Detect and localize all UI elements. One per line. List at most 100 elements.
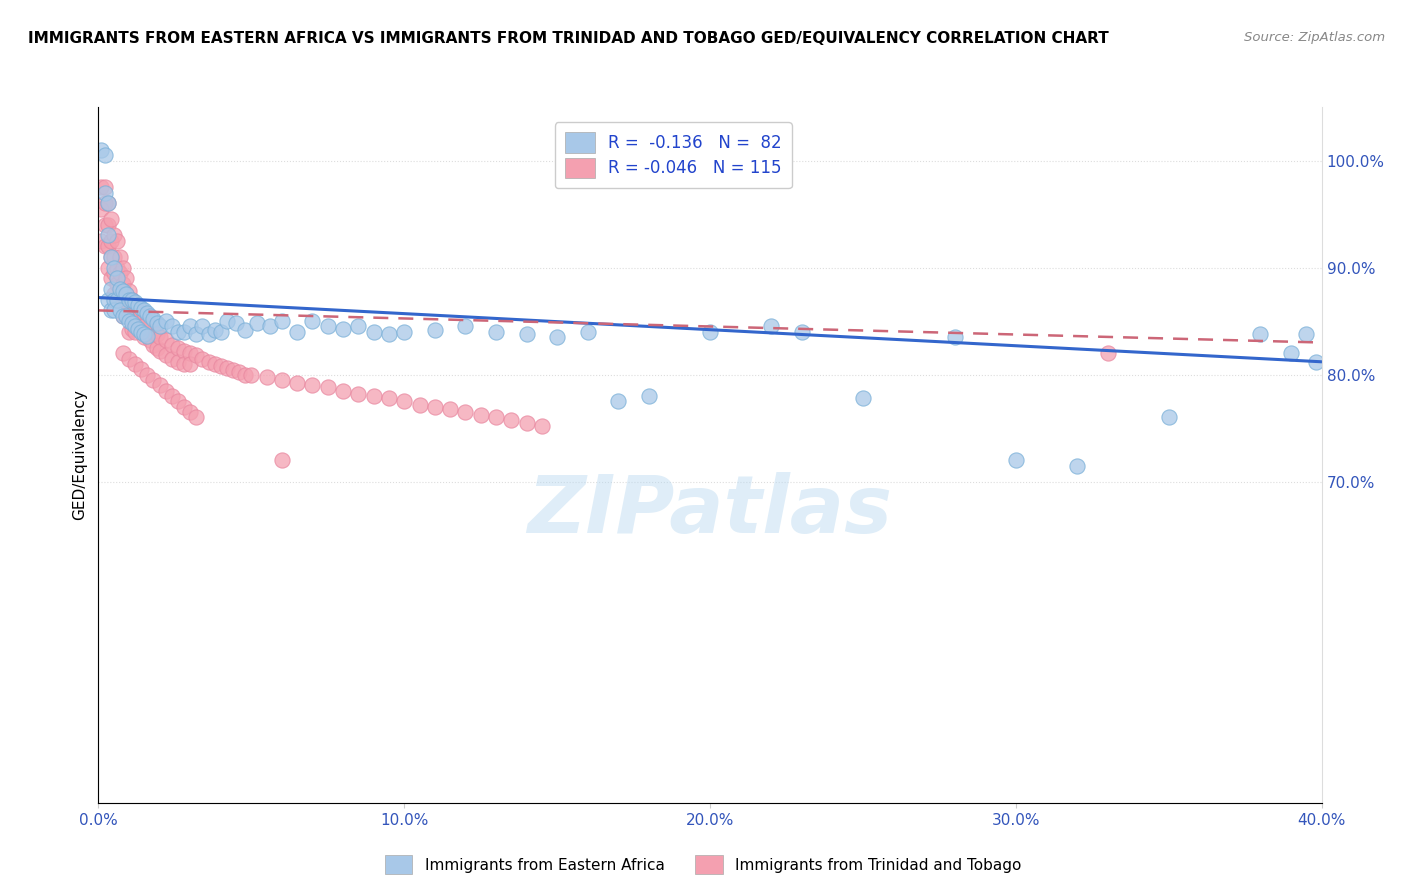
Point — [145, 316, 167, 330]
Legend: Immigrants from Eastern Africa, Immigrants from Trinidad and Tobago: Immigrants from Eastern Africa, Immigran… — [378, 849, 1028, 880]
Point — [197, 355, 219, 369]
Point — [136, 326, 159, 341]
Point — [134, 319, 156, 334]
Point — [209, 325, 232, 339]
Point — [516, 416, 538, 430]
Point — [576, 325, 599, 339]
Point — [233, 323, 256, 337]
Point — [121, 305, 143, 319]
Point — [285, 325, 308, 339]
Point — [316, 380, 339, 394]
Point — [179, 319, 201, 334]
Point — [160, 389, 183, 403]
Point — [93, 186, 115, 200]
Text: Source: ZipAtlas.com: Source: ZipAtlas.com — [1244, 31, 1385, 45]
Point — [118, 351, 141, 366]
Point — [186, 326, 208, 341]
Point — [530, 419, 553, 434]
Text: ZIPatlas: ZIPatlas — [527, 472, 893, 549]
Point — [240, 368, 263, 382]
Point — [139, 334, 162, 348]
Point — [108, 266, 131, 280]
Point — [93, 196, 115, 211]
Point — [173, 357, 195, 371]
Point — [118, 325, 141, 339]
Point — [316, 319, 339, 334]
Point — [215, 361, 238, 376]
Point — [173, 344, 195, 359]
Point — [347, 387, 370, 401]
Point — [105, 271, 128, 285]
Point — [332, 384, 354, 398]
Point — [607, 394, 630, 409]
Point — [111, 309, 134, 323]
Point — [204, 357, 226, 371]
Point — [186, 410, 208, 425]
Point — [105, 234, 128, 248]
Point — [90, 234, 112, 248]
Point — [90, 202, 112, 216]
Point — [111, 346, 134, 360]
Point — [167, 355, 190, 369]
Point — [699, 325, 721, 339]
Point — [100, 282, 122, 296]
Point — [155, 348, 177, 362]
Point — [191, 319, 214, 334]
Point — [179, 346, 201, 360]
Point — [501, 412, 523, 426]
Point — [454, 319, 477, 334]
Point — [129, 321, 152, 335]
Point — [228, 366, 250, 380]
Point — [93, 180, 115, 194]
Point — [100, 234, 122, 248]
Point — [759, 319, 782, 334]
Point — [111, 309, 134, 323]
Point — [149, 319, 172, 334]
Point — [167, 394, 190, 409]
Point — [191, 351, 214, 366]
Point — [155, 314, 177, 328]
Point — [149, 330, 172, 344]
Point — [943, 330, 966, 344]
Point — [97, 218, 120, 232]
Point — [129, 301, 152, 316]
Point — [149, 378, 172, 392]
Point — [105, 293, 128, 307]
Point — [111, 293, 134, 307]
Point — [115, 287, 138, 301]
Point — [129, 305, 152, 319]
Point — [108, 303, 131, 318]
Point — [115, 287, 138, 301]
Point — [134, 303, 156, 318]
Point — [108, 291, 131, 305]
Point — [246, 316, 269, 330]
Point — [129, 362, 152, 376]
Point — [1097, 346, 1119, 360]
Point — [103, 260, 125, 275]
Point — [127, 316, 149, 330]
Point — [637, 389, 661, 403]
Point — [142, 312, 165, 326]
Point — [454, 405, 477, 419]
Point — [105, 260, 128, 275]
Point — [145, 326, 167, 341]
Point — [160, 337, 183, 351]
Point — [378, 391, 401, 405]
Point — [332, 321, 354, 335]
Point — [127, 301, 149, 316]
Point — [134, 305, 156, 319]
Point — [136, 305, 159, 319]
Y-axis label: GED/Equivalency: GED/Equivalency — [72, 390, 87, 520]
Point — [142, 325, 165, 339]
Point — [103, 287, 125, 301]
Point — [1157, 410, 1180, 425]
Point — [93, 239, 115, 253]
Point — [139, 309, 162, 323]
Point — [124, 319, 146, 334]
Point — [301, 378, 323, 392]
Point — [173, 400, 195, 414]
Point — [378, 326, 401, 341]
Point — [136, 314, 159, 328]
Point — [134, 330, 156, 344]
Point — [852, 391, 875, 405]
